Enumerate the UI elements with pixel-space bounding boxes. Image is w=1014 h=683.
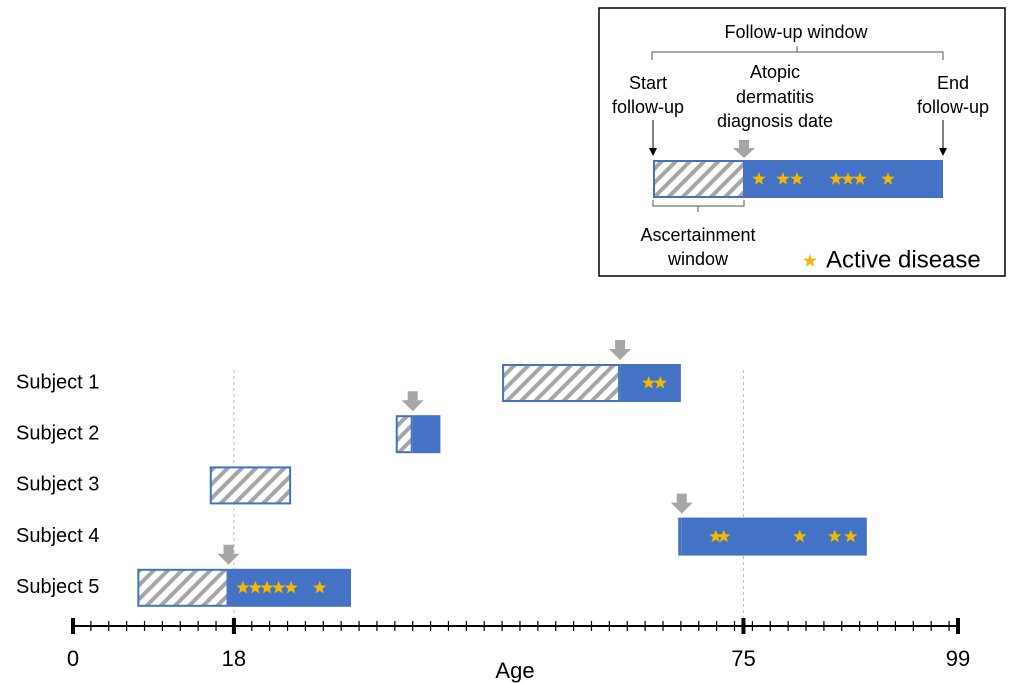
legend-star bbox=[790, 172, 804, 185]
legend-text: Start bbox=[629, 73, 667, 93]
ascertainment-bar bbox=[137, 568, 229, 607]
diagnosis-arrow bbox=[733, 140, 755, 158]
legend-text: Atopic bbox=[750, 62, 800, 82]
legend-star bbox=[829, 172, 843, 185]
legend-box bbox=[598, 7, 1006, 277]
legend-text: follow-up bbox=[612, 97, 684, 117]
diagnosis-arrow bbox=[609, 340, 632, 360]
legend-ascertainment bbox=[653, 160, 745, 198]
diagnosis-arrow bbox=[401, 391, 424, 412]
active-disease-star bbox=[793, 529, 807, 543]
active-disease-star bbox=[828, 529, 842, 543]
legend-text: End bbox=[937, 73, 969, 93]
active-disease-star bbox=[709, 529, 723, 543]
follow-up-bar bbox=[412, 415, 441, 454]
legend-text: Follow-up window bbox=[724, 22, 868, 42]
legend-star bbox=[752, 172, 766, 185]
active-disease-star bbox=[717, 529, 731, 543]
y-tick-label: Subject 1 bbox=[16, 371, 99, 393]
ascertainment-bar bbox=[209, 466, 292, 505]
active-disease-star bbox=[642, 376, 656, 389]
bracket bbox=[652, 200, 745, 212]
active-disease-star bbox=[844, 529, 858, 543]
legend-star bbox=[853, 172, 867, 185]
bracket bbox=[651, 46, 944, 60]
legend-follow-up bbox=[744, 160, 943, 198]
legend-text: Active disease bbox=[826, 246, 981, 273]
ascertainment-bar bbox=[395, 415, 413, 454]
legend-text: follow-up bbox=[917, 97, 989, 117]
legend-star bbox=[803, 254, 817, 267]
legend-star bbox=[776, 172, 790, 185]
active-disease-star bbox=[313, 580, 327, 594]
active-disease-star bbox=[653, 376, 667, 389]
x-tick-label: 0 bbox=[67, 646, 79, 671]
arrow bbox=[652, 120, 944, 150]
x-tick-label: 99 bbox=[946, 646, 970, 671]
active-disease-star bbox=[236, 580, 250, 594]
legend-text: dermatitis bbox=[736, 87, 814, 107]
legend-text: Ascertainment bbox=[640, 225, 755, 245]
active-disease-star bbox=[271, 580, 286, 594]
ascertainment-bar bbox=[678, 517, 682, 556]
y-tick-label: Subject 2 bbox=[16, 422, 99, 444]
active-disease-star bbox=[260, 580, 274, 594]
x-tick-label: 75 bbox=[731, 646, 755, 671]
legend: Follow-up window Start follow-up Atopic … bbox=[598, 7, 1006, 277]
legend-star bbox=[841, 172, 855, 185]
legend-text: diagnosis date bbox=[717, 111, 833, 131]
active-disease-star bbox=[284, 580, 298, 594]
diagnosis-arrow bbox=[217, 544, 240, 565]
y-tick-label: Subject 5 bbox=[16, 576, 99, 598]
y-tick-label: Subject 3 bbox=[16, 474, 99, 496]
y-tick-label: Subject 4 bbox=[16, 525, 99, 547]
x-tick-label: 18 bbox=[222, 646, 246, 671]
legend-text: window bbox=[667, 249, 729, 269]
ascertainment-bar bbox=[502, 364, 621, 402]
follow-up-bar bbox=[681, 517, 867, 556]
diagnosis-arrow bbox=[670, 493, 693, 514]
x-axis-label: Age bbox=[495, 658, 534, 683]
legend-star bbox=[881, 172, 895, 185]
arrow-head bbox=[649, 148, 947, 156]
active-disease-star bbox=[248, 580, 262, 594]
